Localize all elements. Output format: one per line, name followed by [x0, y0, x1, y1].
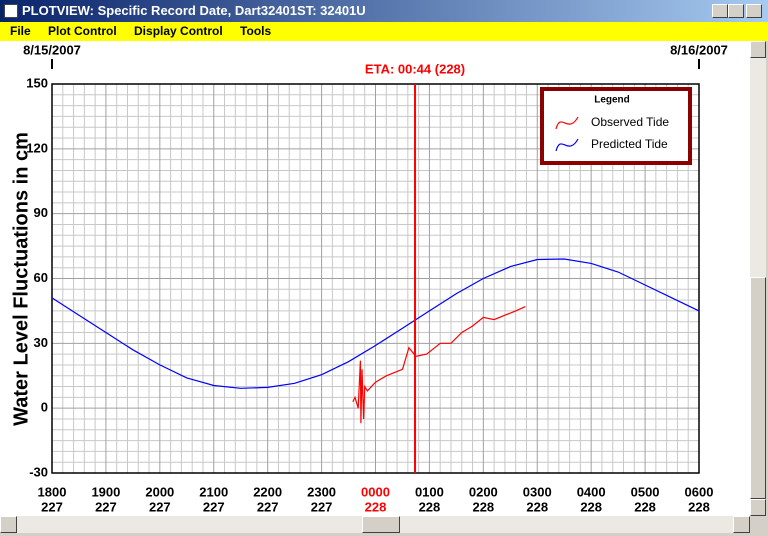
legend-label: Predicted Tide: [591, 137, 668, 151]
y-tick-label: 30: [34, 335, 48, 350]
x-tick-label: 0100: [415, 484, 444, 499]
menu-item[interactable]: File: [10, 24, 31, 38]
series-line: [352, 306, 526, 424]
x-tick-label: 1900: [91, 484, 120, 499]
y-tick-label: 60: [34, 270, 48, 285]
y-tick-label: 90: [34, 205, 48, 220]
date-label: 8/15/2007: [23, 42, 81, 57]
scroll-left-button[interactable]: [0, 516, 17, 533]
x-tick-sublabel: 227: [95, 499, 117, 514]
scroll-thumb[interactable]: [362, 516, 400, 533]
legend-swatch: [555, 116, 579, 130]
x-tick-sublabel: 228: [688, 499, 710, 514]
x-tick-sublabel: 228: [365, 499, 387, 514]
x-tick-sublabel: 227: [149, 499, 171, 514]
legend-box: [540, 87, 692, 165]
scroll-right-button[interactable]: [733, 516, 750, 533]
scroll-thumb[interactable]: [750, 277, 766, 499]
legend-title: Legend: [594, 95, 630, 106]
scroll-up-button[interactable]: [750, 41, 766, 58]
x-tick-sublabel: 228: [526, 499, 548, 514]
legend-label: Observed Tide: [591, 115, 669, 129]
horizontal-scrollbar[interactable]: [0, 516, 750, 533]
x-tick-label: 2300: [307, 484, 336, 499]
menu-bar: File Plot Control Display Control Tools: [0, 22, 768, 41]
plot-frame: [51, 83, 700, 474]
y-axis-label: Water Level Fluctuations in cm: [10, 132, 32, 426]
window-title: PLOTVIEW: Specific Record Date, Dart3240…: [22, 3, 366, 18]
x-tick-sublabel: 228: [419, 499, 441, 514]
chart: Water Level Fluctuations in cm -30 0 30 60 9…: [0, 41, 750, 516]
vertical-scrollbar[interactable]: [750, 41, 766, 516]
scroll-corner: [750, 516, 766, 533]
maximize-button[interactable]: [728, 4, 744, 18]
x-tick-sublabel: 227: [41, 499, 63, 514]
scroll-down-button[interactable]: [750, 499, 766, 516]
x-tick-label: 2200: [253, 484, 282, 499]
x-tick-sublabel: 227: [203, 499, 225, 514]
menu-item[interactable]: Tools: [240, 24, 272, 38]
x-tick-sublabel: 227: [311, 499, 333, 514]
y-tick-label: 0: [41, 400, 48, 415]
menu-item[interactable]: Plot Control: [48, 24, 117, 38]
app-icon: [4, 4, 18, 18]
x-tick-label: 0200: [469, 484, 498, 499]
series-line: [51, 258, 700, 389]
x-tick-label: 0300: [523, 484, 552, 499]
menu-item[interactable]: Display Control: [134, 24, 223, 38]
eta-label: ETA: 00:44 (228): [365, 61, 465, 76]
title-bar: PLOTVIEW: Specific Record Date, Dart3240…: [0, 0, 768, 22]
close-button[interactable]: [746, 4, 762, 18]
x-tick-sublabel: 228: [472, 499, 494, 514]
x-tick-label: 0600: [685, 484, 714, 499]
x-tick-label: 0000: [361, 484, 390, 499]
x-tick-label: 1800: [38, 484, 67, 499]
date-label: 8/16/2007: [670, 42, 728, 57]
minimize-button[interactable]: [712, 4, 728, 18]
x-tick-sublabel: 228: [580, 499, 602, 514]
y-tick-label: -30: [29, 464, 48, 479]
x-tick-label: 0400: [577, 484, 606, 499]
x-tick-label: 2000: [145, 484, 174, 499]
x-tick-sublabel: 227: [257, 499, 279, 514]
x-tick-label: 0500: [631, 484, 660, 499]
y-tick-label: 120: [26, 140, 48, 155]
y-tick-label: 150: [26, 75, 48, 90]
legend-swatch: [555, 138, 579, 152]
x-tick-sublabel: 228: [634, 499, 656, 514]
x-tick-label: 2100: [199, 484, 228, 499]
